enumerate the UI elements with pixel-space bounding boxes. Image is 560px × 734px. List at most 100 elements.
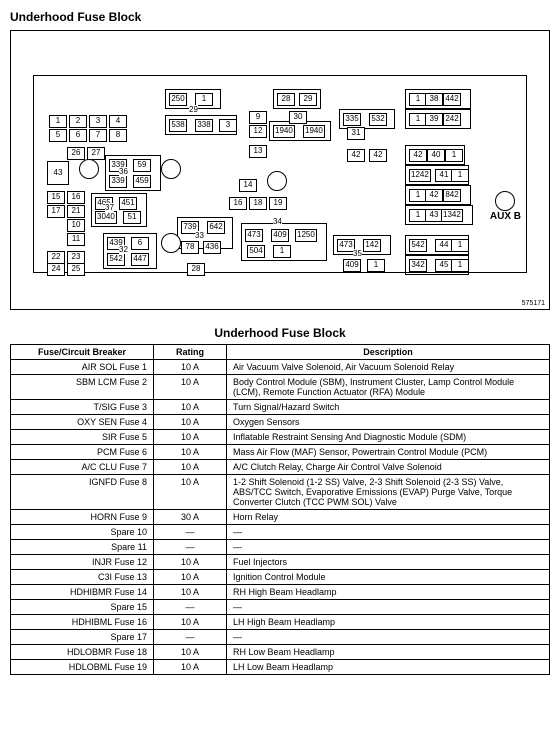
fuse-slot: 5 <box>49 129 67 142</box>
table-cell: — <box>227 540 550 555</box>
fuse-slot: 9 <box>249 111 267 124</box>
fuse-slot: 436 <box>203 241 221 254</box>
table-cell: 10 A <box>154 415 227 430</box>
fuse-slot: 38 <box>425 93 443 106</box>
group-label: 36 <box>119 167 128 176</box>
fuse-slot: 1 <box>445 149 463 162</box>
fuse-slot: 6 <box>131 237 149 250</box>
mount-hole <box>267 171 287 191</box>
table-cell: HDHIBMR Fuse 14 <box>11 585 154 600</box>
table-cell: 10 A <box>154 555 227 570</box>
table-cell: Spare 17 <box>11 630 154 645</box>
table-row: Spare 10—— <box>11 525 550 540</box>
table-row: HORN Fuse 930 AHorn Relay <box>11 510 550 525</box>
fuse-slot: 31 <box>347 127 365 140</box>
mount-hole <box>161 159 181 179</box>
fuse-slot: 59 <box>133 159 151 172</box>
table-row: Spare 11—— <box>11 540 550 555</box>
table-cell: 10 A <box>154 460 227 475</box>
table-cell: Fuel Injectors <box>227 555 550 570</box>
col-rating: Rating <box>154 345 227 360</box>
table-row: AIR SOL Fuse 110 AAir Vacuum Valve Solen… <box>11 360 550 375</box>
table-cell: Body Control Module (SBM), Instrument Cl… <box>227 375 550 400</box>
fuse-slot: 1 <box>451 169 469 182</box>
table-title: Underhood Fuse Block <box>10 326 550 340</box>
table-cell: 30 A <box>154 510 227 525</box>
fuse-slot: 442 <box>443 93 461 106</box>
table-cell: 10 A <box>154 430 227 445</box>
fuse-slot: 10 <box>67 219 85 232</box>
table-header-row: Fuse/Circuit Breaker Rating Description <box>11 345 550 360</box>
table-cell: SBM LCM Fuse 2 <box>11 375 154 400</box>
fuse-slot: 532 <box>369 113 387 126</box>
table-cell: A/C CLU Fuse 7 <box>11 460 154 475</box>
col-fuse: Fuse/Circuit Breaker <box>11 345 154 360</box>
fuse-slot: 39 <box>425 113 443 126</box>
fuse-slot: 1 <box>451 259 469 272</box>
fuse-slot: 8 <box>109 129 127 142</box>
table-row: HDLOBML Fuse 1910 ALH Low Beam Headlamp <box>11 660 550 675</box>
group-label: 35 <box>353 249 362 258</box>
table-cell: 1-2 Shift Solenoid (1-2 SS) Valve, 2-3 S… <box>227 475 550 510</box>
fuse-slot: 242 <box>443 113 461 126</box>
table-cell: AIR SOL Fuse 1 <box>11 360 154 375</box>
fuse-slot: 16 <box>67 191 85 204</box>
table-cell: — <box>154 630 227 645</box>
fuse-slot: 16 <box>229 197 247 210</box>
fuse-slot: 26 <box>67 147 85 160</box>
table-row: OXY SEN Fuse 410 AOxygen Sensors <box>11 415 550 430</box>
table-row: INJR Fuse 1210 AFuel Injectors <box>11 555 550 570</box>
table-cell: HORN Fuse 9 <box>11 510 154 525</box>
table-cell: 10 A <box>154 660 227 675</box>
group-label: 37 <box>105 203 114 212</box>
fuse-slot: 451 <box>119 197 137 210</box>
table-row: T/SIG Fuse 310 ATurn Signal/Hazard Switc… <box>11 400 550 415</box>
fuse-slot: 1242 <box>409 169 431 182</box>
group-label: 34 <box>273 217 282 226</box>
group-label: 33 <box>195 231 204 240</box>
page-title: Underhood Fuse Block <box>10 10 550 24</box>
fuse-slot: 3 <box>89 115 107 128</box>
table-cell: Ignition Control Module <box>227 570 550 585</box>
table-row: HDHIBML Fuse 1610 ALH High Beam Headlamp <box>11 615 550 630</box>
fuse-slot: 538 <box>169 119 187 132</box>
table-cell: T/SIG Fuse 3 <box>11 400 154 415</box>
table-cell: SIR Fuse 5 <box>11 430 154 445</box>
table-row: A/C CLU Fuse 710 AA/C Clutch Relay, Char… <box>11 460 550 475</box>
fuse-slot: 409 <box>343 259 361 272</box>
table-cell: — <box>227 600 550 615</box>
table-cell: — <box>227 525 550 540</box>
reference-number: 575171 <box>522 300 545 307</box>
table-cell: RH High Beam Headlamp <box>227 585 550 600</box>
table-cell: 10 A <box>154 400 227 415</box>
fuse-slot: 339 <box>109 175 127 188</box>
fuse-slot: 1342 <box>441 209 463 222</box>
table-cell: Air Vacuum Valve Solenoid, Air Vacuum So… <box>227 360 550 375</box>
table-cell: HDLOBML Fuse 19 <box>11 660 154 675</box>
table-cell: 10 A <box>154 645 227 660</box>
fuse-table: Fuse/Circuit Breaker Rating Description … <box>10 344 550 675</box>
fuse-slot: 78 <box>181 241 199 254</box>
table-cell: — <box>154 600 227 615</box>
fuse-slot: 1940 <box>273 125 295 138</box>
table-cell: Oxygen Sensors <box>227 415 550 430</box>
fuse-diagram-frame: 1234567826274315161721101122232425465451… <box>10 30 550 310</box>
fuse-slot: 6 <box>69 129 87 142</box>
fuse-slot: 1 <box>367 259 385 272</box>
fuse-slot: 28 <box>187 263 205 276</box>
fuse-slot: 12 <box>249 125 267 138</box>
group-label: 29 <box>189 105 198 114</box>
table-cell: Horn Relay <box>227 510 550 525</box>
fuse-slot: 19 <box>269 197 287 210</box>
table-cell: Spare 10 <box>11 525 154 540</box>
fuse-slot: 1 <box>49 115 67 128</box>
group-label: 32 <box>119 245 128 254</box>
fuse-slot: 21 <box>67 205 85 218</box>
table-cell: — <box>154 525 227 540</box>
aux-b-label: AUX B <box>490 211 521 222</box>
fuse-slot: 1 <box>451 239 469 252</box>
fuse-slot: 1 <box>273 245 291 258</box>
table-cell: C3I Fuse 13 <box>11 570 154 585</box>
table-cell: RH Low Beam Headlamp <box>227 645 550 660</box>
fuse-slot: 1250 <box>295 229 317 242</box>
